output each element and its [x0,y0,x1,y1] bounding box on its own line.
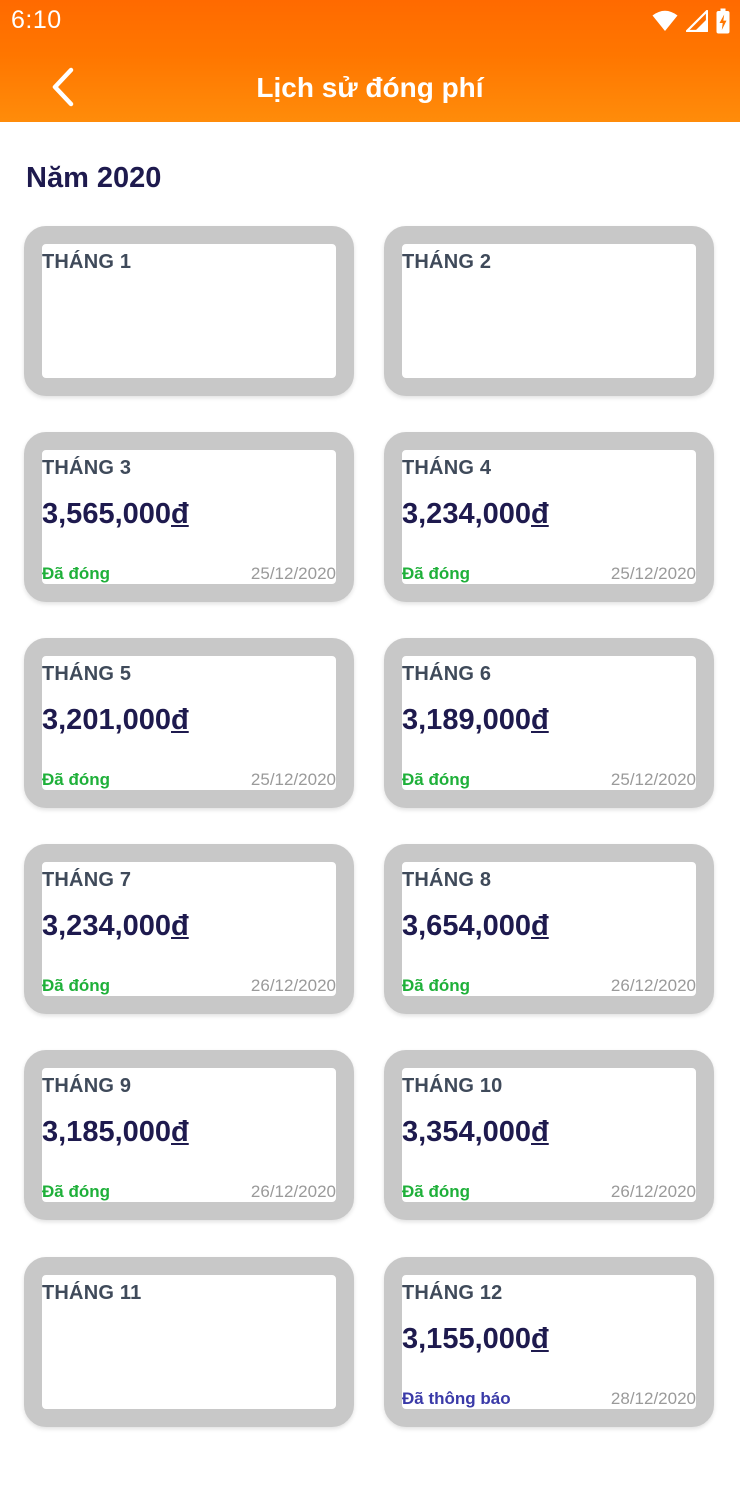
status-icons [652,7,730,35]
month-card-6[interactable]: THÁNG 6 3,189,000đ Đã đóng 25/12/2020 [384,638,714,808]
status-time: 6:10 [11,6,62,34]
currency-symbol: đ [171,1116,189,1148]
status-bar: 6:10 [0,0,740,42]
amount-text: 3,185,000đ [42,1116,189,1149]
payment-date: 25/12/2020 [610,564,696,583]
chevron-left-icon [50,67,76,112]
amount-value: 3,185,000 [42,1116,172,1148]
battery-charging-icon [716,8,730,34]
status-label: Đã đóng [402,976,470,995]
header: Lịch sử đóng phí [0,56,740,122]
payment-date: 26/12/2020 [610,976,696,995]
amount-value: 3,234,000 [42,910,172,942]
month-label: THÁNG 7 [42,869,132,891]
amount-text: 3,234,000đ [402,498,549,531]
payment-date: 26/12/2020 [250,1182,336,1201]
month-card-content: THÁNG 3 3,565,000đ Đã đóng 25/12/2020 [42,450,336,584]
amount-value: 3,654,000 [402,910,532,942]
amount-text: 3,189,000đ [402,704,549,737]
wifi-icon [652,10,678,32]
month-card-11[interactable]: THÁNG 11 [24,1257,354,1427]
month-label: THÁNG 1 [42,251,132,273]
status-label: Đã đóng [42,770,110,789]
month-label: THÁNG 3 [42,457,132,479]
month-card-1[interactable]: THÁNG 1 [24,226,354,396]
currency-symbol: đ [531,1323,549,1355]
status-label: Đã đóng [402,770,470,789]
month-label: THÁNG 12 [402,1282,503,1304]
amount-text: 3,654,000đ [402,910,549,943]
month-card-content: THÁNG 11 [42,1275,336,1409]
payment-date: 26/12/2020 [250,976,336,995]
month-card-content: THÁNG 1 [42,244,336,378]
amount-value: 3,189,000 [402,704,532,736]
page-title: Lịch sử đóng phí [256,72,484,103]
currency-symbol: đ [531,704,549,736]
status-label: Đã thông báo [402,1389,511,1408]
month-card-content: THÁNG 4 3,234,000đ Đã đóng 25/12/2020 [402,450,696,584]
month-label: THÁNG 4 [402,457,492,479]
month-label: THÁNG 8 [402,869,492,891]
currency-symbol: đ [531,1116,549,1148]
month-label: THÁNG 11 [42,1282,142,1304]
status-label: Đã đóng [402,1182,470,1201]
cellular-signal-icon [686,10,708,32]
status-label: Đã đóng [42,976,110,995]
month-card-content: THÁNG 6 3,189,000đ Đã đóng 25/12/2020 [402,656,696,790]
month-card-5[interactable]: THÁNG 5 3,201,000đ Đã đóng 25/12/2020 [24,638,354,808]
amount-value: 3,155,000 [402,1323,532,1355]
amount-text: 3,234,000đ [42,910,189,943]
month-card-8[interactable]: THÁNG 8 3,654,000đ Đã đóng 26/12/2020 [384,844,714,1014]
month-label: THÁNG 2 [402,251,492,273]
month-card-content: THÁNG 10 3,354,000đ Đã đóng 26/12/2020 [402,1068,696,1202]
status-label: Đã đóng [402,564,470,583]
month-card-content: THÁNG 5 3,201,000đ Đã đóng 25/12/2020 [42,656,336,790]
status-label: Đã đóng [42,1182,110,1201]
payment-date: 25/12/2020 [250,564,336,583]
payment-date: 26/12/2020 [610,1182,696,1201]
month-card-content: THÁNG 8 3,654,000đ Đã đóng 26/12/2020 [402,862,696,996]
year-title: Năm 2020 [26,162,162,194]
amount-value: 3,354,000 [402,1116,532,1148]
month-card-content: THÁNG 12 3,155,000đ Đã thông báo 28/12/2… [402,1275,696,1409]
amount-text: 3,354,000đ [402,1116,549,1149]
currency-symbol: đ [531,498,549,530]
payment-date: 25/12/2020 [250,770,336,789]
month-card-3[interactable]: THÁNG 3 3,565,000đ Đã đóng 25/12/2020 [24,432,354,602]
amount-text: 3,565,000đ [42,498,189,531]
payment-date: 25/12/2020 [610,770,696,789]
month-label: THÁNG 10 [402,1075,503,1097]
amount-value: 3,234,000 [402,498,532,530]
month-card-4[interactable]: THÁNG 4 3,234,000đ Đã đóng 25/12/2020 [384,432,714,602]
amount-text: 3,155,000đ [402,1323,549,1356]
month-card-content: THÁNG 9 3,185,000đ Đã đóng 26/12/2020 [42,1068,336,1202]
month-card-content: THÁNG 2 [402,244,696,378]
currency-symbol: đ [171,910,189,942]
currency-symbol: đ [171,498,189,530]
amount-value: 3,201,000 [42,704,172,736]
month-label: THÁNG 6 [402,663,492,685]
month-card-7[interactable]: THÁNG 7 3,234,000đ Đã đóng 26/12/2020 [24,844,354,1014]
month-card-2[interactable]: THÁNG 2 [384,226,714,396]
month-card-10[interactable]: THÁNG 10 3,354,000đ Đã đóng 26/12/2020 [384,1050,714,1220]
month-label: THÁNG 9 [42,1075,132,1097]
back-button[interactable] [40,66,86,112]
month-card-content: THÁNG 7 3,234,000đ Đã đóng 26/12/2020 [42,862,336,996]
month-label: THÁNG 5 [42,663,132,685]
status-label: Đã đóng [42,564,110,583]
amount-value: 3,565,000 [42,498,172,530]
currency-symbol: đ [531,910,549,942]
app-bar: 6:10 [0,0,740,122]
payment-date: 28/12/2020 [610,1389,696,1408]
amount-text: 3,201,000đ [42,704,189,737]
month-card-12[interactable]: THÁNG 12 3,155,000đ Đã thông báo 28/12/2… [384,1257,714,1427]
currency-symbol: đ [171,704,189,736]
month-card-9[interactable]: THÁNG 9 3,185,000đ Đã đóng 26/12/2020 [24,1050,354,1220]
